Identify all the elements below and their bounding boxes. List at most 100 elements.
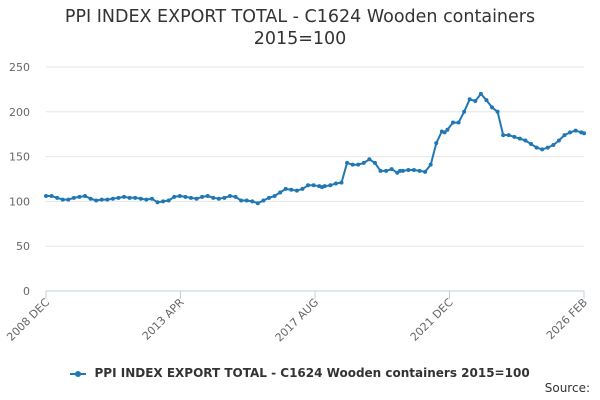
data-point[interactable] bbox=[322, 184, 327, 189]
data-point[interactable] bbox=[261, 198, 266, 203]
data-point[interactable] bbox=[456, 120, 461, 125]
data-point[interactable] bbox=[582, 131, 586, 136]
data-point[interactable] bbox=[177, 194, 182, 199]
data-point[interactable] bbox=[77, 194, 82, 199]
data-point[interactable] bbox=[434, 141, 439, 146]
legend[interactable]: PPI INDEX EXPORT TOTAL - C1624 Wooden co… bbox=[0, 366, 600, 380]
data-point[interactable] bbox=[306, 183, 311, 188]
data-point[interactable] bbox=[211, 195, 216, 200]
data-point[interactable] bbox=[289, 187, 294, 192]
data-point[interactable] bbox=[122, 194, 127, 199]
data-point[interactable] bbox=[183, 194, 188, 199]
data-point[interactable] bbox=[99, 197, 104, 202]
data-point[interactable] bbox=[512, 134, 517, 139]
data-point[interactable] bbox=[445, 127, 450, 132]
data-point[interactable] bbox=[294, 188, 299, 193]
data-point[interactable] bbox=[545, 145, 550, 150]
data-point[interactable] bbox=[227, 194, 232, 199]
data-point[interactable] bbox=[255, 201, 260, 206]
data-point[interactable] bbox=[400, 168, 405, 173]
data-point[interactable] bbox=[562, 133, 567, 138]
data-point[interactable] bbox=[55, 195, 60, 200]
data-point[interactable] bbox=[529, 142, 534, 147]
data-point[interactable] bbox=[205, 194, 210, 199]
data-point[interactable] bbox=[233, 194, 238, 199]
data-point[interactable] bbox=[490, 105, 495, 110]
data-point[interactable] bbox=[172, 194, 177, 199]
data-point[interactable] bbox=[406, 168, 411, 173]
data-point[interactable] bbox=[222, 195, 227, 200]
data-point[interactable] bbox=[367, 157, 372, 162]
data-point[interactable] bbox=[384, 168, 389, 173]
data-point[interactable] bbox=[127, 195, 132, 200]
data-point[interactable] bbox=[495, 109, 500, 114]
data-point[interactable] bbox=[272, 194, 277, 199]
data-point[interactable] bbox=[568, 130, 573, 135]
data-point[interactable] bbox=[411, 168, 416, 173]
data-point[interactable] bbox=[49, 194, 54, 199]
chart-title: PPI INDEX EXPORT TOTAL - C1624 Wooden co… bbox=[0, 6, 600, 50]
data-point[interactable] bbox=[467, 97, 472, 102]
data-point[interactable] bbox=[88, 196, 93, 201]
data-point[interactable] bbox=[484, 98, 489, 103]
data-point[interactable] bbox=[523, 138, 528, 143]
data-point[interactable] bbox=[267, 195, 272, 200]
data-point[interactable] bbox=[378, 168, 383, 173]
data-point[interactable] bbox=[94, 198, 99, 203]
data-point[interactable] bbox=[339, 180, 344, 185]
data-point[interactable] bbox=[83, 194, 88, 199]
data-point[interactable] bbox=[517, 136, 522, 141]
data-point[interactable] bbox=[216, 196, 221, 201]
data-point[interactable] bbox=[283, 186, 288, 191]
data-point[interactable] bbox=[155, 200, 160, 205]
data-point[interactable] bbox=[60, 197, 65, 202]
data-point[interactable] bbox=[573, 128, 578, 133]
data-point[interactable] bbox=[161, 199, 166, 204]
data-point[interactable] bbox=[149, 196, 154, 201]
data-point[interactable] bbox=[423, 169, 428, 174]
data-point[interactable] bbox=[473, 99, 478, 104]
data-point[interactable] bbox=[144, 197, 149, 202]
data-point[interactable] bbox=[350, 162, 355, 167]
data-point[interactable] bbox=[398, 168, 403, 173]
data-point[interactable] bbox=[506, 133, 511, 138]
data-point[interactable] bbox=[551, 142, 556, 147]
data-point[interactable] bbox=[442, 130, 447, 135]
data-point[interactable] bbox=[356, 162, 361, 167]
y-tick-label-0: 0 bbox=[23, 285, 30, 298]
data-point[interactable] bbox=[478, 91, 483, 96]
data-point[interactable] bbox=[71, 195, 76, 200]
data-point[interactable] bbox=[540, 147, 545, 152]
data-point[interactable] bbox=[328, 183, 333, 188]
data-point[interactable] bbox=[105, 197, 110, 202]
data-point[interactable] bbox=[450, 120, 455, 125]
data-point[interactable] bbox=[166, 198, 171, 203]
data-point[interactable] bbox=[389, 167, 394, 172]
data-point[interactable] bbox=[194, 196, 199, 201]
data-point[interactable] bbox=[44, 194, 48, 199]
data-point[interactable] bbox=[417, 168, 422, 173]
data-point[interactable] bbox=[66, 197, 71, 202]
data-point[interactable] bbox=[311, 183, 316, 188]
data-point[interactable] bbox=[250, 199, 255, 204]
data-point[interactable] bbox=[556, 138, 561, 143]
data-point[interactable] bbox=[138, 196, 143, 201]
data-point[interactable] bbox=[244, 198, 249, 203]
data-point[interactable] bbox=[278, 190, 283, 195]
data-point[interactable] bbox=[300, 186, 305, 191]
data-point[interactable] bbox=[361, 160, 366, 165]
data-point[interactable] bbox=[333, 181, 338, 186]
data-point[interactable] bbox=[345, 160, 350, 165]
data-point[interactable] bbox=[428, 162, 433, 167]
data-point[interactable] bbox=[110, 196, 115, 201]
data-point[interactable] bbox=[501, 133, 506, 138]
data-point[interactable] bbox=[188, 195, 193, 200]
data-point[interactable] bbox=[239, 198, 244, 203]
x-axis-ticks: 2008 DEC 2013 APR 2017 AUG 2021 DEC 2026 FEB bbox=[4, 291, 590, 344]
data-point[interactable] bbox=[200, 194, 205, 199]
data-point[interactable] bbox=[534, 145, 539, 150]
data-point[interactable] bbox=[116, 195, 121, 200]
data-point[interactable] bbox=[462, 109, 467, 114]
data-point[interactable] bbox=[372, 160, 377, 165]
data-point[interactable] bbox=[133, 195, 138, 200]
